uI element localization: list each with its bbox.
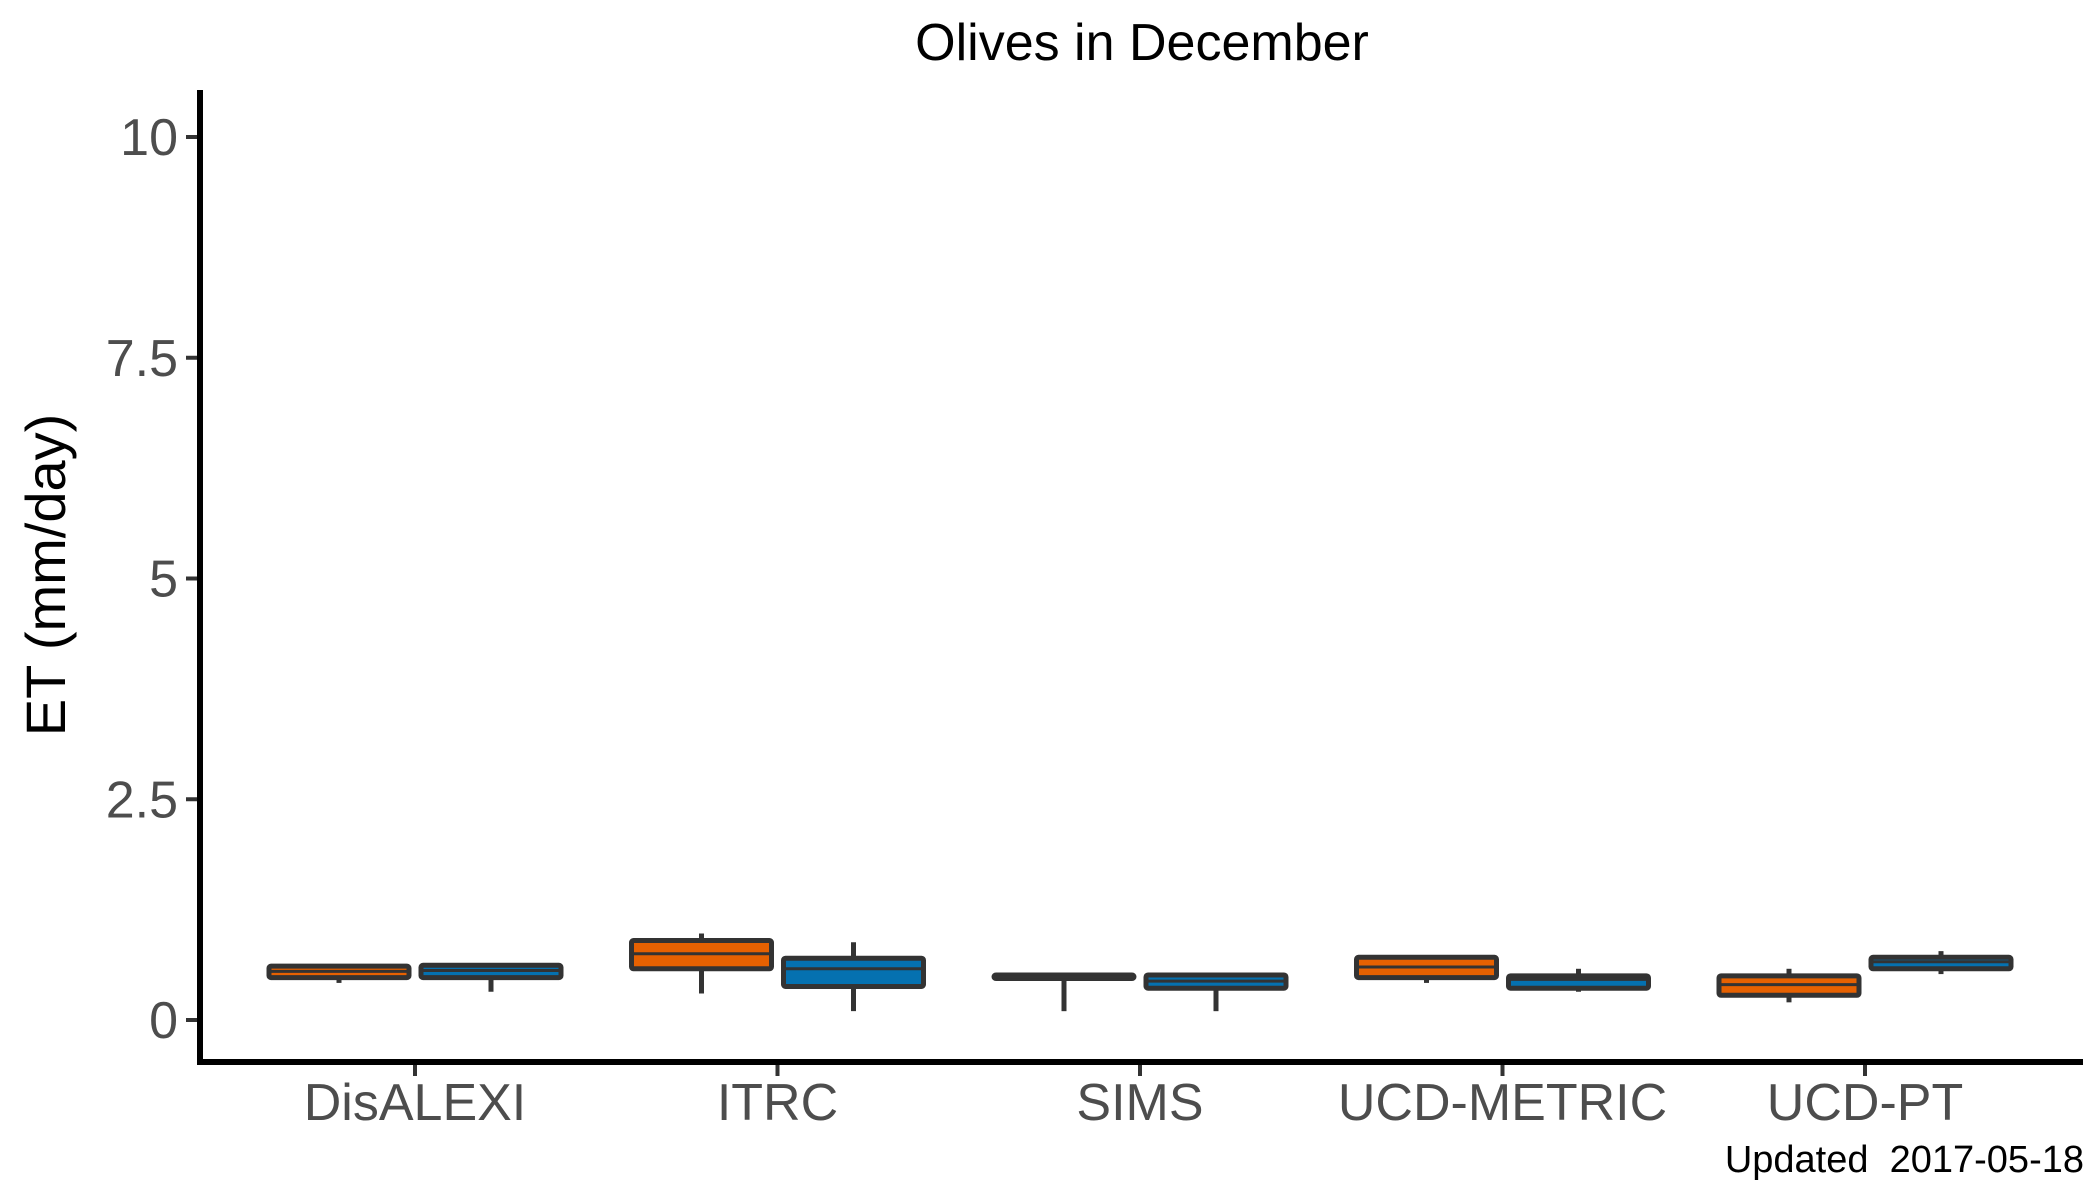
box-ucd-pt-a [1716,968,1862,1003]
x-tick-label: SIMS [1076,1074,1203,1132]
y-tick-label: 0 [149,992,178,1050]
box-disalexi-b [418,962,564,992]
box-series [266,933,2014,1012]
y-axis-ticks: 0 2.5 5 7.5 10 [106,109,200,1050]
box-ucd-metric-a [1354,954,1499,983]
y-axis-title: ET (mm/day) [14,414,77,737]
box-sims-a [991,972,1137,1012]
x-axis-ticks: DisALEXI ITRC SIMS UCD-METRIC UCD-PT [304,1062,1963,1132]
box-body [1506,973,1651,991]
box-itrc-b [781,942,926,1012]
chart-title: Olives in December [915,14,1369,72]
x-tick-label: UCD-PT [1767,1074,1963,1132]
box-ucd-metric-b [1506,968,1651,992]
x-tick-label: DisALEXI [304,1074,527,1132]
box-itrc-a [629,933,774,994]
box-body [781,955,926,989]
box-ucd-pt-b [1868,951,2014,975]
box-sims-b [1143,972,1289,1012]
y-tick-label: 5 [149,551,178,609]
box-disalexi-a [266,963,412,983]
x-tick-label: ITRC [717,1074,838,1132]
updated-caption: Updated 2017-05-18 [1725,1139,2084,1181]
y-tick-label: 7.5 [106,330,178,388]
x-tick-label: UCD-METRIC [1338,1074,1667,1132]
y-tick-label: 2.5 [106,771,178,829]
y-tick-label: 10 [120,109,178,167]
